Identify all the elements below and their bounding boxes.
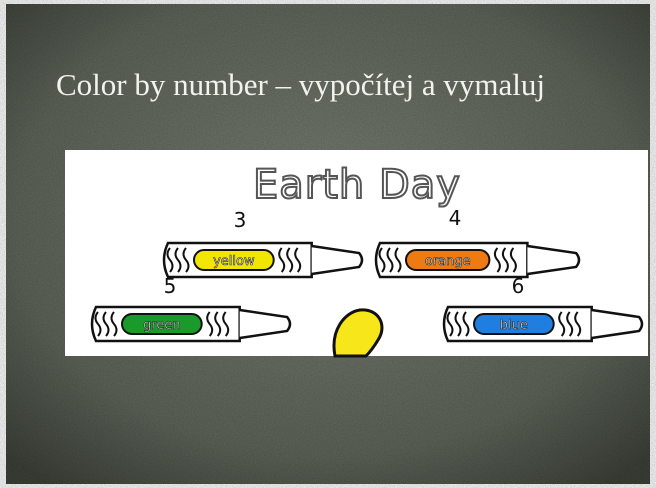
image-heading: Earth Day <box>253 162 461 208</box>
page: Color by number – vypočítej a vymaluj Ea… <box>0 0 656 488</box>
crayon-number: 3 <box>234 208 247 232</box>
crayon-label-text: orange <box>425 254 471 269</box>
crayon-label-text: yellow <box>213 254 255 269</box>
crayon-number: 6 <box>512 274 525 298</box>
crayon-number: 4 <box>449 206 462 230</box>
slide-title: Color by number – vypočítej a vymaluj <box>56 67 545 102</box>
crayon-label-text: blue <box>500 318 528 333</box>
crayon-number: 5 <box>164 274 177 298</box>
slide: Color by number – vypočítej a vymaluj Ea… <box>0 0 656 488</box>
crayon-label-text: green <box>143 318 181 333</box>
image: Earth Day yellow 3 orange 4 green 5 blue 6 <box>65 150 648 356</box>
